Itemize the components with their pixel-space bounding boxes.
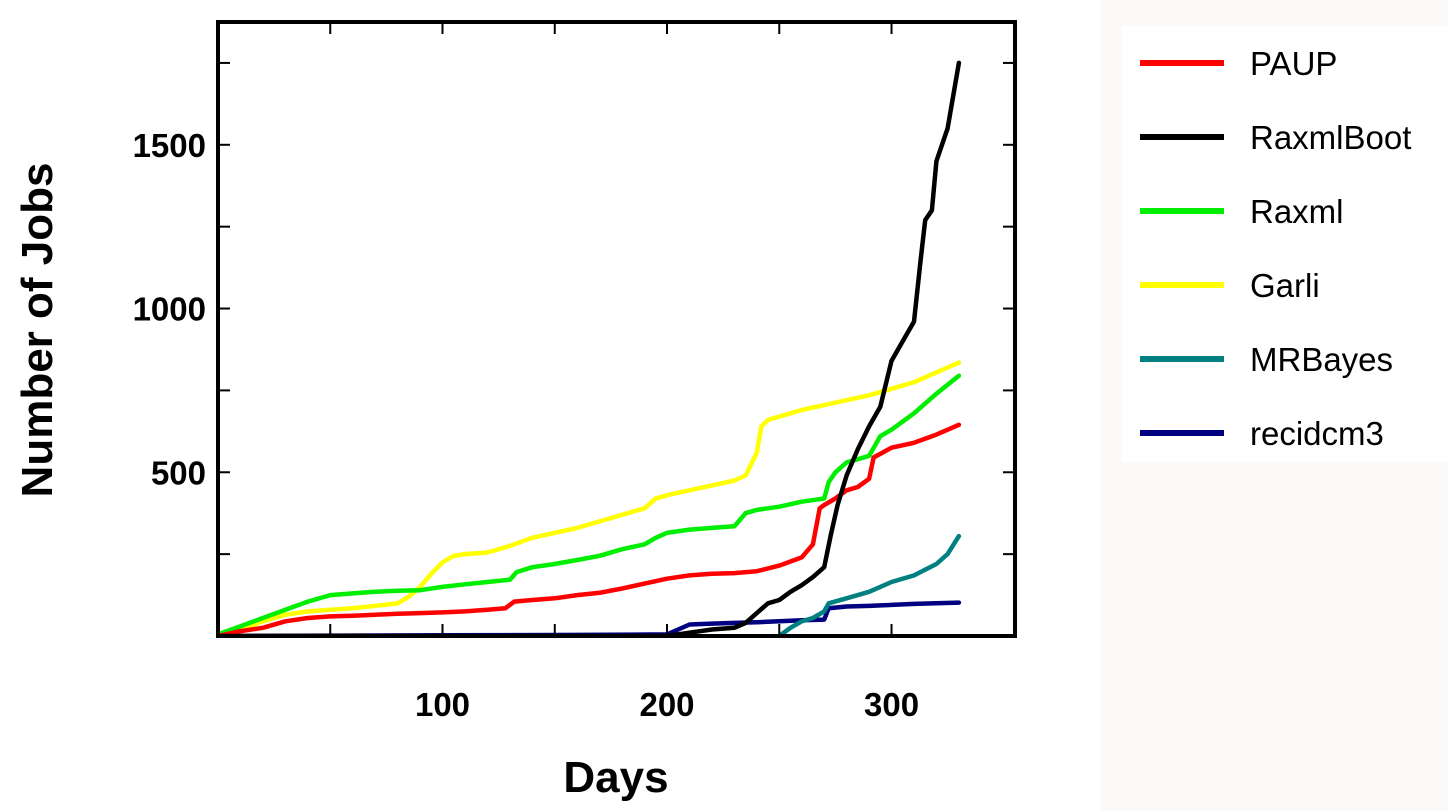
series-line-mrbayes (777, 533, 962, 636)
legend-swatch (1140, 60, 1224, 66)
series-line-recidcm3 (218, 600, 962, 636)
y-axis-title: Number of Jobs (13, 163, 62, 498)
series-line-paup (218, 422, 962, 636)
legend-item: RaxmlBoot (1122, 118, 1448, 158)
legend-label: RaxmlBoot (1250, 119, 1412, 156)
y-tick-label: 500 (151, 454, 206, 491)
x-tick-label: 100 (415, 686, 470, 723)
legend-swatch (1140, 356, 1224, 362)
legend-item: MRBayes (1122, 340, 1448, 380)
series-layer (218, 60, 962, 636)
line-chart: 500 1000 1500 100 200 300 Days Number of Jobs (13, 20, 1017, 802)
plot-frame (216, 20, 1017, 638)
series-line-raxmlboot (218, 60, 962, 636)
legend-item: Garli (1122, 266, 1448, 306)
legend-label: Garli (1250, 267, 1320, 304)
x-axis-title: Days (563, 753, 668, 802)
legend-label: recidcm3 (1250, 415, 1384, 452)
legend-label: MRBayes (1250, 341, 1394, 378)
legend-label: Raxml (1250, 193, 1344, 230)
legend-item: Raxml (1122, 192, 1448, 232)
legend-item: recidcm3 (1122, 414, 1448, 454)
legend-swatch (1140, 430, 1224, 436)
legend-swatch (1140, 134, 1224, 140)
legend-swatch (1140, 208, 1224, 214)
y-tick-label: 1500 (133, 127, 206, 164)
x-tick-label: 200 (639, 686, 694, 723)
legend-label: PAUP (1250, 45, 1338, 82)
legend-item: PAUP (1122, 44, 1448, 84)
x-tick-label: 300 (864, 686, 919, 723)
y-tick-label: 1000 (133, 291, 206, 328)
legend-swatch (1140, 282, 1224, 288)
legend: PAUP RaxmlBoot Raxml Garli MRBayes recidcm3 (1122, 26, 1448, 462)
axis-layer: 500 1000 1500 100 200 300 (133, 22, 1015, 723)
series-line-garli (218, 360, 962, 636)
